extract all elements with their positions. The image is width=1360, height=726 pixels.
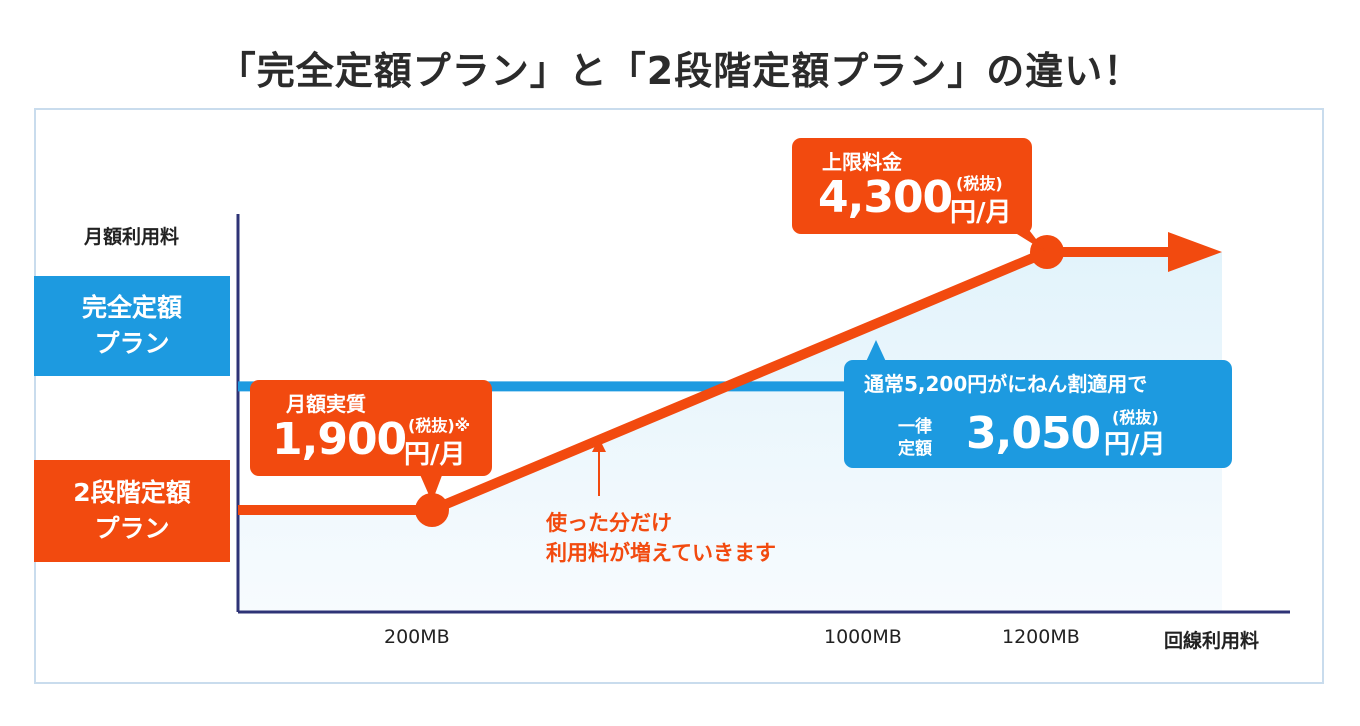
callout-flat-bubble [844,340,1232,468]
legend-tag-flat-plan-line2: プラン [94,329,170,358]
callout-min-label: 月額実質 [286,392,366,416]
x-tick-label: 200MB [384,626,450,648]
legend-tag-flat-plan: 完全定額 プラン [34,276,230,376]
callout-flat-unit: 円/月 [1104,430,1166,460]
callout-min-bubble [250,380,492,502]
annotation-line1: 使った分だけ [546,511,672,535]
callout-flat-tag2: 定額 [898,439,932,459]
annotation-arrow [592,438,606,496]
legend-tag-twostep-plan-line2: プラン [94,514,170,543]
callout-flat-tag1: 一律 [898,417,932,437]
annotation-line2: 利用料が増えていきます [546,541,776,565]
callout-cap-tax: (税抜) [956,174,1003,193]
callout-min-value: 1,900 [272,414,407,465]
chart-title: 「完全定額プラン」と「2段階定額プラン」の違い！ [217,49,1143,93]
x-tick-label: 1000MB [824,626,902,648]
callout-cap-bubble [792,138,1046,252]
callout-flat-line1: 通常5,200円がにねん割適用で [864,372,1148,396]
x-axis-label: 回線利用料 [1164,630,1260,652]
point-min [415,493,449,527]
legend-tag-flat-plan-line1: 完全定額 [81,293,182,322]
callout-flat-tax: (税抜) [1112,408,1159,427]
callout-cap-unit: 円/月 [950,198,1012,228]
area-fill [238,252,1222,612]
callout-min-unit: 円/月 [404,440,466,470]
series-line-twostep-plan [238,247,1172,515]
callout-min-tax: (税抜)※ [408,416,471,435]
legend-tag-twostep-plan-line1: 2段階定額 [73,478,191,507]
callout-cap-value: 4,300 [818,172,953,223]
y-axis-label: 月額利用料 [84,226,180,248]
x-tick-label: 1200MB [1002,626,1080,648]
callout-flat-value: 3,050 [966,408,1101,459]
series-arrow-twostep-plan [1168,232,1222,272]
callout-cap-label: 上限料金 [822,150,902,174]
legend-tag-twostep-plan: 2段階定額 プラン [34,460,230,562]
